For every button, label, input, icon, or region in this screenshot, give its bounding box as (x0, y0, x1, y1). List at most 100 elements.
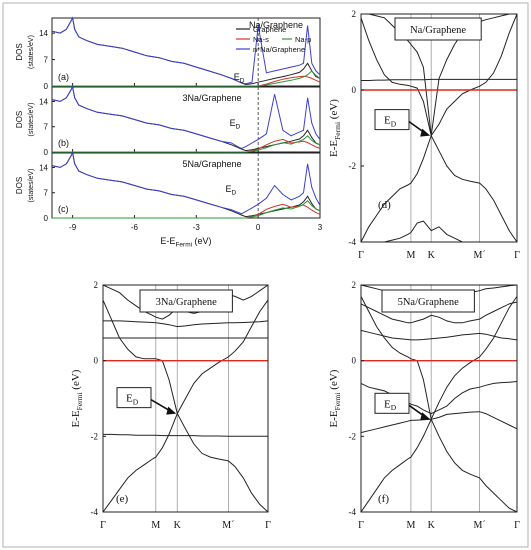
band-line (361, 13, 517, 136)
y-tick-label: 0 (352, 85, 357, 95)
band-line (360, 301, 518, 324)
y-tick-label: 0 (44, 148, 49, 157)
band-title: 3Na/Graphene (156, 297, 218, 308)
kpoint-label: M (406, 250, 415, 261)
dos-title: 3Na/Graphene (182, 93, 241, 103)
band-panel-f: -4 -2 0 2 Γ M K M´ Γ 5Na/Graphene E-EFermi (eV) ED (… (328, 280, 520, 531)
dos-title: 5Na/Graphene (182, 159, 241, 169)
legend-entry: Na-s (253, 35, 269, 44)
band-line (102, 412, 269, 513)
band-title: Na/Graphene (410, 25, 466, 36)
dos-series-na-s (52, 138, 321, 153)
y-tick-label: 7 (44, 189, 49, 198)
kpoint-label: M (151, 520, 160, 531)
ed-arrow-head (166, 406, 177, 415)
ed-label: ED (226, 184, 237, 196)
band-panels: -4 -2 0 2 Γ M K M´ Γ Na/Graphene E-EFermi (eV) ED (d… (70, 9, 520, 531)
x-tick-label: -6 (131, 223, 139, 232)
y-tick-label: 14 (39, 97, 48, 106)
band-line (360, 13, 518, 137)
dos-series-na-p (52, 199, 321, 219)
kpoint-label: Γ (265, 520, 271, 531)
band-title-box (139, 289, 233, 313)
kpoint-label: Γ (358, 520, 364, 531)
band-title-box (381, 289, 475, 313)
x-tick-label: 3 (318, 223, 323, 232)
dos-ylabel-units: (states/eV) (28, 169, 35, 203)
y-tick-label: 7 (44, 56, 49, 65)
ed-box (116, 387, 152, 409)
ed-label: ED (126, 393, 139, 407)
dos-ylabel-units: (states/eV) (28, 103, 35, 137)
dos-series-n-na-graphene (51, 85, 321, 149)
y-tick-label: -2 (91, 431, 99, 441)
y-tick-label: -2 (349, 431, 357, 441)
band-line (360, 296, 518, 421)
y-tick-label: 14 (39, 29, 48, 38)
dos-series-na-p (52, 70, 321, 87)
dos-ylabel: DOS (15, 111, 24, 128)
kpoint-label: M´ (222, 520, 234, 531)
band-line (102, 299, 269, 415)
dos-series-n-na-graphene (51, 151, 321, 215)
kpoint-label: Γ (514, 520, 520, 531)
y-tick-label: -4 (91, 507, 99, 517)
legend-entry: Graphene (253, 25, 286, 34)
panel-label: (e) (116, 493, 129, 505)
y-tick-label: 14 (39, 163, 48, 172)
dos-ylabel: DOS (15, 177, 24, 194)
band-line (360, 381, 518, 415)
kpoint-label: K (428, 250, 436, 261)
y-tick-label: 2 (352, 280, 357, 290)
band-line (361, 220, 517, 243)
panel-label: (b) (58, 138, 69, 148)
y-tick-label: 0 (44, 214, 49, 223)
x-tick-label: 0 (256, 223, 261, 232)
dos-series-na-s (52, 203, 321, 219)
band-ylabel: E-EFermi (eV) (328, 369, 342, 427)
y-tick-label: -4 (349, 507, 357, 517)
panel-label: (f) (378, 493, 389, 505)
band-title: 5Na/Graphene (398, 297, 460, 308)
dos-panel-a: 0 7 14 (a) Na/Graphene ED DOS (states/eV) (15, 16, 321, 91)
band-line (103, 433, 268, 437)
ed-arrow-head (420, 128, 431, 137)
ed-label: ED (234, 72, 245, 84)
ed-box (374, 109, 410, 131)
kpoint-label: Γ (514, 250, 520, 261)
y-tick-label: 0 (352, 356, 357, 366)
panel-label: (a) (58, 72, 69, 82)
dos-series-na-p (52, 135, 321, 153)
kpoint-label: M´ (473, 250, 485, 261)
panel-label: (c) (58, 204, 69, 214)
legend-entry: n*Na/Graphene (253, 45, 305, 54)
ed-label: ED (230, 118, 241, 130)
kpoint-label: Γ (358, 250, 364, 261)
band-panel-e: -4 -2 0 2 Γ M K M´ Γ 3Na/Graphene E-EFermi (eV) ED (… (70, 280, 271, 531)
y-tick-label: 2 (352, 9, 357, 19)
dos-ylabel: DOS (15, 43, 24, 60)
band-ylabel: E-EFermi (eV) (70, 369, 84, 427)
dos-panels: 0 7 14 (a) Na/Graphene ED DOS (states/eV) 0 7 14 (b… (15, 16, 323, 248)
legend-entry: Na-p (295, 35, 311, 44)
band-line (360, 329, 518, 341)
y-tick-label: 2 (94, 280, 99, 290)
y-tick-label: 7 (44, 123, 49, 132)
x-tick-label: -3 (193, 223, 201, 232)
band-line (103, 320, 269, 328)
band-panel-d: -4 -2 0 2 Γ M K M´ Γ Na/Graphene E-EFermi (eV) ED (d… (328, 9, 520, 261)
dos-panel-b: 0 7 14 (b) 3Na/Graphene ED DOS (states/eV) (15, 85, 321, 157)
x-tick-label: -9 (69, 223, 77, 232)
y-tick-label: 0 (44, 82, 49, 91)
dos-title: Na/Graphene (249, 20, 303, 30)
dos-series-n-na-graphene (51, 16, 321, 85)
ed-label: ED (384, 115, 397, 129)
dos-ylabel-units: (states/eV) (28, 35, 35, 69)
y-tick-label: -2 (349, 161, 357, 171)
band-ylabel: E-EFermi (eV) (328, 99, 342, 157)
band-line (360, 411, 518, 434)
y-tick-label: -4 (349, 237, 357, 247)
band-line (360, 418, 518, 513)
